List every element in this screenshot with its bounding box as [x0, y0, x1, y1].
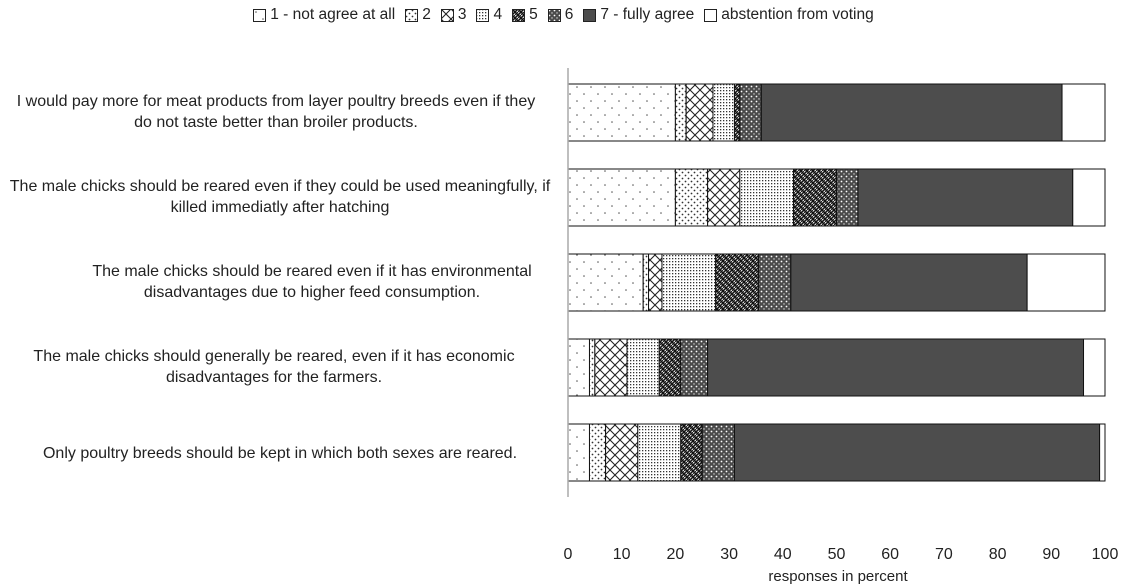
- category-label-1: I would pay more for meat products from …: [16, 93, 536, 131]
- bar-segment-cat1-series8: [1061, 83, 1106, 142]
- bar-segment-cat1-series6: [739, 83, 762, 142]
- bar-segment-cat4-series4: [626, 338, 660, 397]
- bar-segment-cat1-series7: [760, 83, 1063, 142]
- x-tick-label: 10: [612, 546, 631, 563]
- legend-swatch-8: [704, 8, 718, 22]
- bar-segment-cat5-series6: [701, 423, 735, 482]
- bar-segment-cat5-series4: [637, 423, 682, 482]
- legend-swatch-5: [512, 8, 526, 22]
- bar-segment-cat3-series4: [661, 253, 717, 312]
- bar-segment-cat3-series8: [1026, 253, 1106, 312]
- bar-segment-cat3-series3: [648, 253, 663, 312]
- legend-swatch-4: [476, 8, 490, 22]
- bar-segment-cat2-series2: [674, 168, 709, 227]
- legend-label-6: 6: [564, 6, 574, 23]
- legend-swatch-6: [547, 8, 561, 22]
- legend-item-5: 5: [512, 6, 538, 24]
- legend-item-8: abstention from voting: [704, 6, 874, 24]
- bar-segment-cat2-series4: [739, 168, 795, 227]
- legend-label-5: 5: [529, 6, 538, 23]
- legend-label-3: 3: [457, 6, 467, 23]
- legend-item-3: 3: [440, 6, 467, 24]
- bar-segment-cat4-series2: [588, 338, 596, 397]
- bar-segment-cat1-series2: [674, 83, 687, 142]
- category-label-3: The male chicks should be reared even if…: [92, 263, 532, 301]
- bar-segment-cat4-series6: [680, 338, 709, 397]
- x-tick-label: 80: [988, 546, 1007, 563]
- legend-swatch-2: [405, 8, 419, 22]
- bar-segment-cat1-series4: [712, 83, 735, 142]
- legend-swatch-7: [583, 8, 597, 22]
- category-label-2: The male chicks should be reared even if…: [9, 178, 551, 216]
- legend-label-7: 7 - fully agree: [600, 6, 695, 23]
- category-label-4: The male chicks should generally be rear…: [33, 348, 515, 386]
- bar-segment-cat4-series8: [1083, 338, 1106, 397]
- x-tick-label: 100: [1091, 546, 1119, 563]
- x-tick-label: 20: [666, 546, 685, 563]
- bar-segment-cat1-series5: [733, 83, 741, 142]
- bar-segment-cat2-series1: [567, 168, 676, 227]
- bar-segment-cat1-series3: [685, 83, 714, 142]
- x-tick-label: 30: [720, 546, 738, 563]
- legend-label-8: abstention from voting: [721, 6, 874, 23]
- bar-segment-cat4-series7: [707, 338, 1085, 397]
- x-axis-title: responses in percent: [768, 568, 908, 585]
- bar-segment-cat2-series7: [857, 168, 1074, 227]
- bar-segment-cat3-series5: [715, 253, 760, 312]
- x-tick-label: 40: [773, 546, 792, 563]
- bar-segment-cat5-series7: [733, 423, 1101, 482]
- bar-segment-cat3-series1: [567, 253, 644, 312]
- bar-segment-cat5-series5: [680, 423, 703, 482]
- bar-segment-cat5-series2: [588, 423, 607, 482]
- bar-segment-cat5-series3: [605, 423, 639, 482]
- bar-segment-cat3-series2: [642, 253, 650, 312]
- legend-item-7: 7 - fully agree: [583, 6, 694, 24]
- bar-segment-cat3-series7: [790, 253, 1028, 312]
- legend-label-4: 4: [493, 6, 503, 23]
- category-label-5: Only poultry breeds should be kept in wh…: [42, 444, 518, 462]
- bar-segment-cat5-series8: [1099, 423, 1106, 482]
- legend-item-4: 4: [476, 6, 502, 24]
- legend: 1 - not agree at all 2 3 4 5 6 7 - fully agree…: [0, 6, 1127, 27]
- legend-item-1: 1 - not agree at all: [253, 6, 395, 24]
- legend-swatch-3: [440, 8, 454, 22]
- legend-swatch-1: [253, 8, 267, 22]
- x-tick-label: 70: [934, 546, 953, 563]
- bar-segment-cat4-series5: [658, 338, 682, 397]
- bar-segment-cat3-series6: [758, 253, 792, 312]
- legend-label-2: 2: [422, 6, 431, 23]
- x-tick-label: 50: [827, 546, 846, 563]
- legend-item-2: 2: [405, 6, 431, 24]
- bar-segment-cat1-series1: [567, 83, 676, 142]
- x-tick-label: 60: [881, 546, 900, 563]
- x-tick-label: 90: [1042, 546, 1061, 563]
- bar-segment-cat4-series3: [594, 338, 628, 397]
- bar-segment-cat2-series5: [793, 168, 837, 227]
- x-tick-label: 0: [563, 546, 573, 563]
- bar-segment-cat2-series8: [1072, 168, 1106, 227]
- bar-segment-cat4-series1: [567, 338, 590, 397]
- legend-label-1: 1 - not agree at all: [270, 6, 396, 23]
- bar-segment-cat2-series6: [836, 168, 859, 227]
- bar-segment-cat5-series1: [567, 423, 590, 482]
- bar-segment-cat2-series3: [707, 168, 741, 227]
- legend-item-6: 6: [547, 6, 574, 24]
